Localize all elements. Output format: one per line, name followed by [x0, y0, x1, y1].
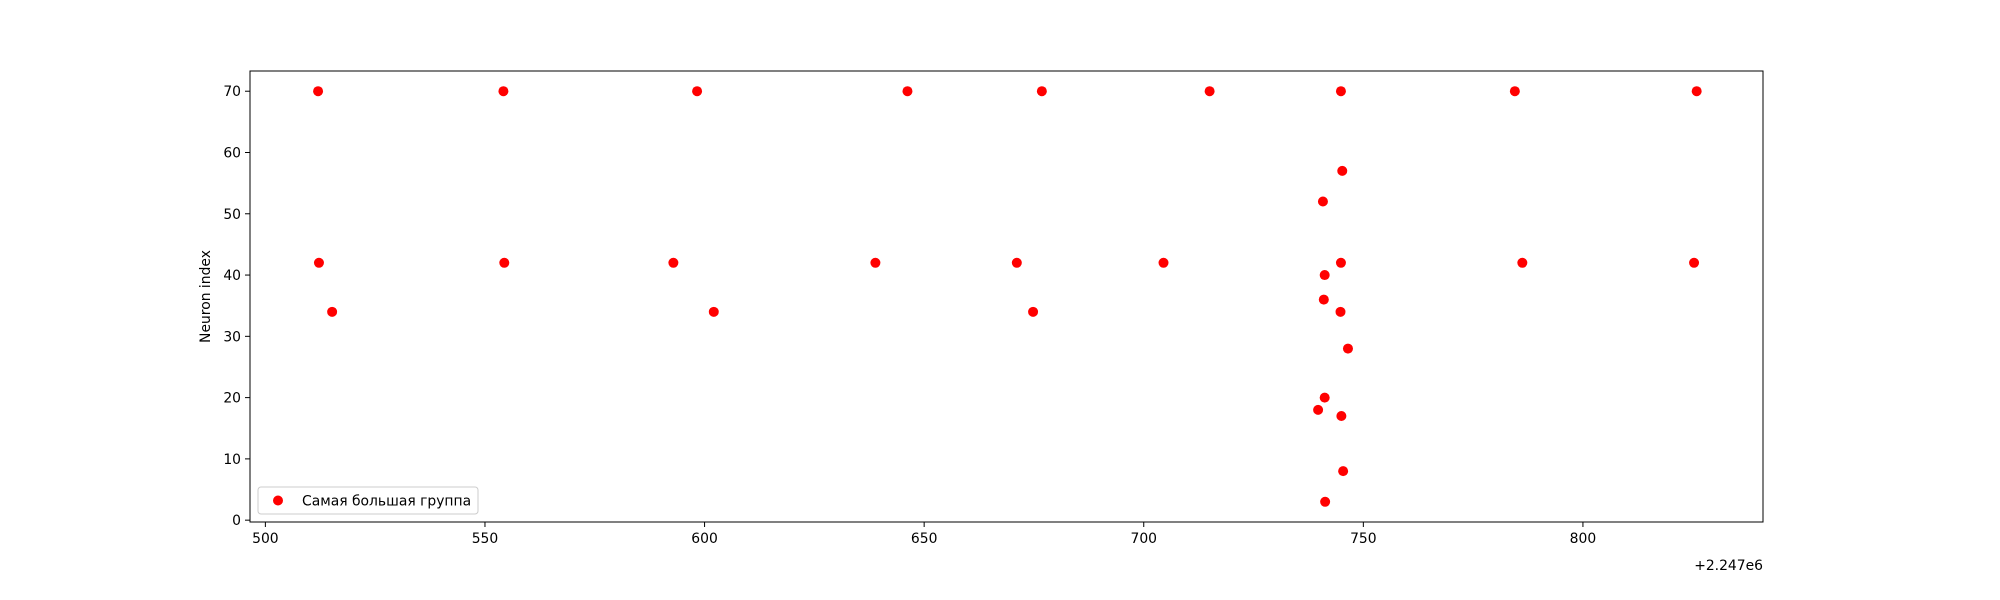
data-point — [708, 306, 719, 317]
x-tick-label: 500 — [252, 531, 279, 547]
y-tick-label: 0 — [232, 513, 241, 529]
data-point — [1335, 257, 1346, 268]
data-point — [1036, 86, 1047, 97]
y-tick-label: 10 — [223, 452, 241, 468]
x-axis-offset-label: +2.247e6 — [1694, 558, 1763, 574]
data-point — [313, 257, 324, 268]
x-axis-ticks: 500 550 600 650 700 750 800 — [252, 522, 1596, 547]
y-tick-label: 60 — [223, 145, 241, 161]
y-tick-label: 40 — [223, 268, 241, 284]
y-tick-label: 30 — [223, 329, 241, 345]
data-point — [1204, 86, 1215, 97]
x-tick-label: 800 — [1570, 531, 1597, 547]
data-point — [1319, 392, 1330, 403]
data-point — [1336, 410, 1347, 421]
data-point — [1028, 306, 1039, 317]
legend-label: Самая большая группа — [302, 494, 471, 510]
plot-frame — [249, 70, 1764, 523]
data-point — [1320, 496, 1331, 507]
plot-area — [250, 71, 1763, 522]
data-point — [1011, 257, 1022, 268]
data-point — [1342, 343, 1353, 354]
data-point — [1689, 257, 1700, 268]
data-point — [902, 86, 913, 97]
y-tick-label: 50 — [223, 207, 241, 223]
data-point — [1319, 270, 1330, 281]
y-axis-label: Neuron index — [198, 250, 214, 343]
data-point — [1338, 466, 1349, 477]
legend: Самая большая группа — [257, 486, 479, 515]
data-point — [498, 86, 509, 97]
data-point — [692, 86, 703, 97]
data-point — [1691, 86, 1702, 97]
data-point — [499, 257, 510, 268]
y-tick-label: 70 — [223, 84, 241, 100]
data-point — [1313, 404, 1324, 415]
data-point — [1158, 257, 1169, 268]
x-tick-label: 550 — [472, 531, 499, 547]
data-point — [327, 306, 338, 317]
x-tick-label: 700 — [1130, 531, 1157, 547]
data-points — [313, 86, 1702, 507]
data-point — [668, 257, 679, 268]
data-point — [1317, 196, 1328, 207]
x-tick-label: 600 — [691, 531, 718, 547]
data-point — [1318, 294, 1329, 305]
data-point — [1335, 86, 1346, 97]
data-point — [1337, 165, 1348, 176]
x-tick-label: 650 — [911, 531, 938, 547]
data-point — [1509, 86, 1520, 97]
data-point — [1335, 306, 1346, 317]
data-point — [313, 86, 324, 97]
x-tick-label: 750 — [1350, 531, 1377, 547]
legend-box — [257, 486, 479, 515]
data-point — [870, 257, 881, 268]
legend-marker — [273, 495, 283, 506]
y-tick-label: 20 — [223, 391, 241, 407]
data-point — [1517, 257, 1528, 268]
y-axis-ticks: 0 10 20 30 40 50 60 70 — [223, 84, 250, 529]
